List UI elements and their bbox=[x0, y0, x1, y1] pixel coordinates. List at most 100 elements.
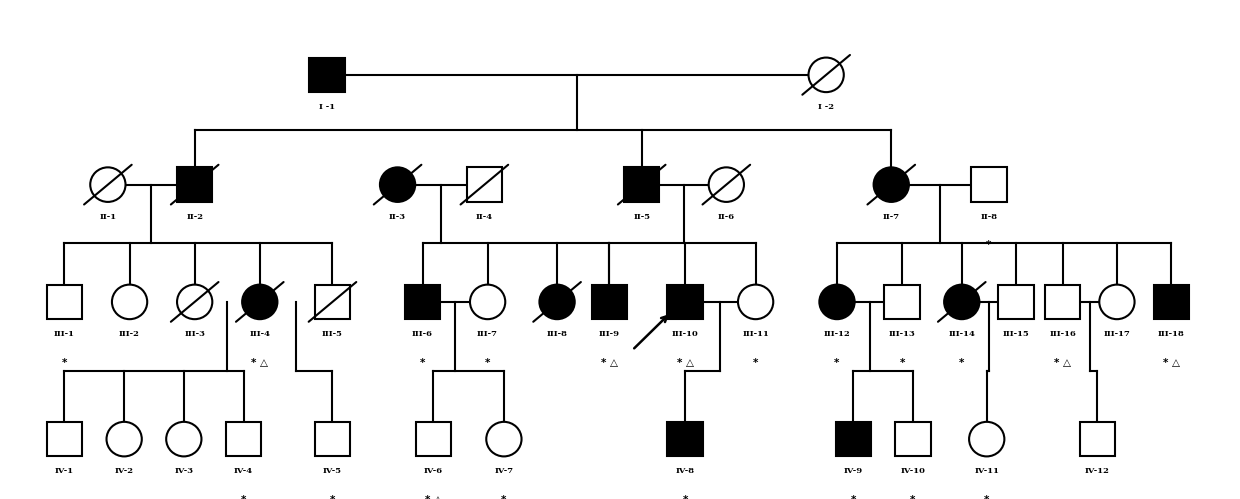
Text: * △: * △ bbox=[1054, 358, 1071, 368]
Ellipse shape bbox=[738, 284, 774, 319]
Ellipse shape bbox=[470, 284, 505, 319]
Text: II-5: II-5 bbox=[634, 213, 650, 221]
Ellipse shape bbox=[944, 284, 980, 319]
Text: III-5: III-5 bbox=[322, 330, 343, 338]
Ellipse shape bbox=[970, 422, 1004, 457]
FancyBboxPatch shape bbox=[667, 422, 703, 457]
Text: III-10: III-10 bbox=[672, 330, 698, 338]
Text: II-6: II-6 bbox=[718, 213, 735, 221]
Ellipse shape bbox=[539, 284, 574, 319]
FancyBboxPatch shape bbox=[47, 284, 82, 319]
FancyBboxPatch shape bbox=[315, 284, 350, 319]
Ellipse shape bbox=[379, 167, 415, 202]
Text: IV-4: IV-4 bbox=[234, 468, 253, 476]
Text: III-9: III-9 bbox=[599, 330, 620, 338]
Text: *: * bbox=[420, 358, 425, 368]
FancyBboxPatch shape bbox=[415, 422, 451, 457]
Text: III-18: III-18 bbox=[1158, 330, 1184, 338]
Text: * △: * △ bbox=[1163, 358, 1179, 368]
Text: III-7: III-7 bbox=[477, 330, 498, 338]
Text: IV-6: IV-6 bbox=[424, 468, 443, 476]
Text: IV-1: IV-1 bbox=[55, 468, 74, 476]
Ellipse shape bbox=[177, 284, 212, 319]
FancyBboxPatch shape bbox=[895, 422, 930, 457]
Text: * △: * △ bbox=[677, 358, 693, 368]
Text: IV-2: IV-2 bbox=[114, 468, 134, 476]
Ellipse shape bbox=[808, 57, 843, 92]
FancyBboxPatch shape bbox=[310, 57, 345, 92]
Text: *: * bbox=[899, 358, 905, 368]
Text: III-17: III-17 bbox=[1104, 330, 1131, 338]
FancyBboxPatch shape bbox=[1153, 284, 1189, 319]
Text: *: * bbox=[910, 495, 915, 499]
Ellipse shape bbox=[91, 167, 125, 202]
Ellipse shape bbox=[486, 422, 522, 457]
Ellipse shape bbox=[874, 167, 909, 202]
Text: II-2: II-2 bbox=[186, 213, 203, 221]
Text: IV-11: IV-11 bbox=[975, 468, 999, 476]
Text: II-3: II-3 bbox=[389, 213, 405, 221]
FancyBboxPatch shape bbox=[667, 284, 703, 319]
Text: II-4: II-4 bbox=[476, 213, 494, 221]
Text: *: * bbox=[986, 241, 992, 250]
Text: *: * bbox=[241, 495, 247, 499]
FancyBboxPatch shape bbox=[998, 284, 1034, 319]
FancyBboxPatch shape bbox=[1080, 422, 1115, 457]
Text: III-6: III-6 bbox=[412, 330, 433, 338]
Text: * △: * △ bbox=[425, 495, 441, 499]
Text: III-2: III-2 bbox=[119, 330, 140, 338]
FancyBboxPatch shape bbox=[836, 422, 870, 457]
Text: IV-8: IV-8 bbox=[676, 468, 694, 476]
Ellipse shape bbox=[1100, 284, 1135, 319]
Text: IV-9: IV-9 bbox=[843, 468, 863, 476]
Text: IV-5: IV-5 bbox=[322, 468, 342, 476]
FancyBboxPatch shape bbox=[47, 422, 82, 457]
Text: III-16: III-16 bbox=[1049, 330, 1076, 338]
Ellipse shape bbox=[820, 284, 854, 319]
Text: III-13: III-13 bbox=[889, 330, 915, 338]
Text: * △: * △ bbox=[600, 358, 618, 368]
FancyBboxPatch shape bbox=[884, 284, 920, 319]
Text: III-4: III-4 bbox=[249, 330, 270, 338]
Text: IV-3: IV-3 bbox=[175, 468, 193, 476]
Text: *: * bbox=[62, 358, 67, 368]
Text: III-14: III-14 bbox=[949, 330, 975, 338]
FancyBboxPatch shape bbox=[591, 284, 626, 319]
Text: III-8: III-8 bbox=[547, 330, 568, 338]
Text: II-8: II-8 bbox=[981, 213, 997, 221]
Text: *: * bbox=[485, 358, 490, 368]
Text: *: * bbox=[330, 495, 335, 499]
FancyBboxPatch shape bbox=[466, 167, 502, 202]
Text: *: * bbox=[753, 358, 759, 368]
FancyBboxPatch shape bbox=[226, 422, 262, 457]
Text: I -1: I -1 bbox=[319, 103, 335, 111]
Text: III-11: III-11 bbox=[743, 330, 769, 338]
Ellipse shape bbox=[107, 422, 141, 457]
Text: *: * bbox=[682, 495, 688, 499]
Text: *: * bbox=[835, 358, 839, 368]
Text: III-3: III-3 bbox=[185, 330, 205, 338]
Text: II-1: II-1 bbox=[99, 213, 117, 221]
FancyBboxPatch shape bbox=[1045, 284, 1080, 319]
Text: III-15: III-15 bbox=[1003, 330, 1029, 338]
Text: I -2: I -2 bbox=[818, 103, 835, 111]
FancyBboxPatch shape bbox=[624, 167, 660, 202]
Ellipse shape bbox=[242, 284, 278, 319]
FancyBboxPatch shape bbox=[971, 167, 1007, 202]
FancyBboxPatch shape bbox=[177, 167, 212, 202]
Ellipse shape bbox=[112, 284, 148, 319]
Text: II-7: II-7 bbox=[883, 213, 900, 221]
Text: IV-7: IV-7 bbox=[495, 468, 513, 476]
Ellipse shape bbox=[166, 422, 201, 457]
Text: *: * bbox=[985, 495, 990, 499]
Ellipse shape bbox=[709, 167, 744, 202]
Text: *: * bbox=[851, 495, 856, 499]
Text: * △: * △ bbox=[252, 358, 268, 368]
Text: III-12: III-12 bbox=[823, 330, 851, 338]
FancyBboxPatch shape bbox=[405, 284, 440, 319]
Text: IV-12: IV-12 bbox=[1085, 468, 1110, 476]
Text: *: * bbox=[501, 495, 507, 499]
Text: III-1: III-1 bbox=[55, 330, 74, 338]
Text: *: * bbox=[959, 358, 965, 368]
Text: IV-10: IV-10 bbox=[900, 468, 925, 476]
